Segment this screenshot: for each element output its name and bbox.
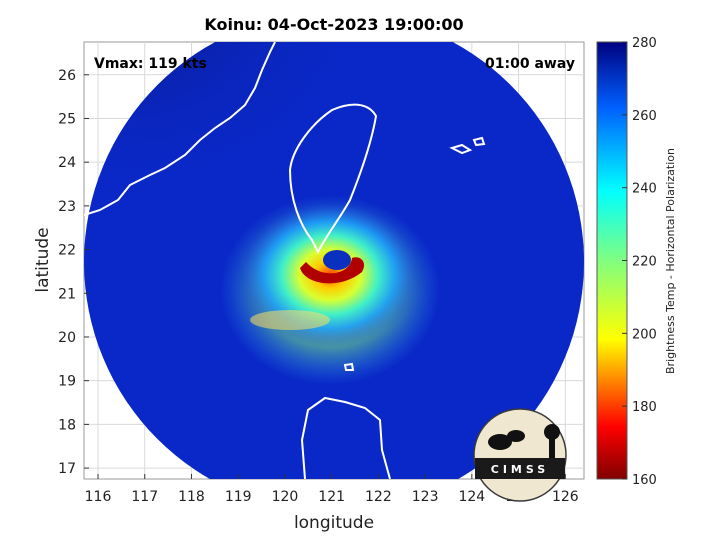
eyewall: [300, 257, 365, 284]
x-tick-label: 119: [225, 489, 252, 505]
x-tick-label: 117: [131, 489, 158, 505]
y-tick-label: 19: [58, 374, 76, 390]
x-axis-label: longitude: [294, 513, 374, 533]
x-tick-label: 126: [552, 489, 579, 505]
x-tick-label: 122: [365, 489, 392, 505]
satellite-dish: [488, 434, 512, 450]
y-tick-label: 21: [58, 286, 76, 302]
logo-text: CIMSS: [491, 463, 549, 476]
y-tick-label: 22: [58, 243, 76, 259]
colorbar-tick-label: 180: [632, 400, 657, 415]
luzon-coast: [300, 396, 391, 479]
colorbar-tick-label: 160: [632, 473, 657, 488]
colorbar-tick-label: 220: [632, 255, 657, 270]
satellite-dish-2: [507, 430, 525, 442]
y-tick-label: 18: [58, 417, 76, 433]
water-tower-tank: [544, 424, 560, 440]
y-tick-label: 23: [58, 199, 76, 215]
y-tick-label: 20: [58, 330, 76, 346]
x-tick-label: 121: [318, 489, 345, 505]
colorbar-tick-label: 260: [632, 109, 657, 124]
x-tick-label: 123: [412, 489, 439, 505]
ryukyu-island: [449, 143, 473, 155]
cimss-logo: CIMSS: [473, 408, 567, 502]
colorbar-tick-label: 200: [632, 327, 657, 342]
swath-image: [84, 42, 584, 479]
y-tick-label: 26: [58, 68, 76, 84]
islet: [343, 362, 355, 371]
y-axis-label: latitude: [33, 227, 53, 292]
colorbar-tick-label: 240: [632, 182, 657, 197]
colorbar-label: Brightness Temp - Horizontal Polarizatio…: [664, 148, 677, 374]
water-tower-leg: [549, 438, 555, 473]
x-tick-label: 124: [458, 489, 485, 505]
y-tick-label: 24: [58, 155, 76, 171]
rainband-south: [250, 310, 330, 330]
china-coast: [84, 42, 276, 216]
storm-eye: [323, 250, 351, 270]
colorbar-tick-label: 280: [632, 36, 657, 51]
vmax-annotation: Vmax: 119 kts: [94, 56, 207, 72]
x-tick-label: 116: [85, 489, 112, 505]
colorbar-ticks: 160 180 200 220 240 260 280: [622, 36, 657, 488]
logo-banner: [475, 458, 565, 479]
x-tick-label: 120: [272, 489, 299, 505]
y-tick-label: 17: [58, 461, 76, 477]
chart-title: Koinu: 04-Oct-2023 19:00:00: [204, 15, 463, 34]
x-tick-label: 118: [178, 489, 205, 505]
taiwan-coast: [288, 103, 378, 255]
y-tick-label: 25: [58, 111, 76, 127]
y-axis-ticks: 17 18 19 20 21 22 23 24 25 26: [58, 68, 89, 477]
ryukyu-island-2: [472, 136, 486, 147]
time-offset-annotation: 01:00 away: [485, 56, 575, 72]
coastlines: [84, 42, 486, 479]
